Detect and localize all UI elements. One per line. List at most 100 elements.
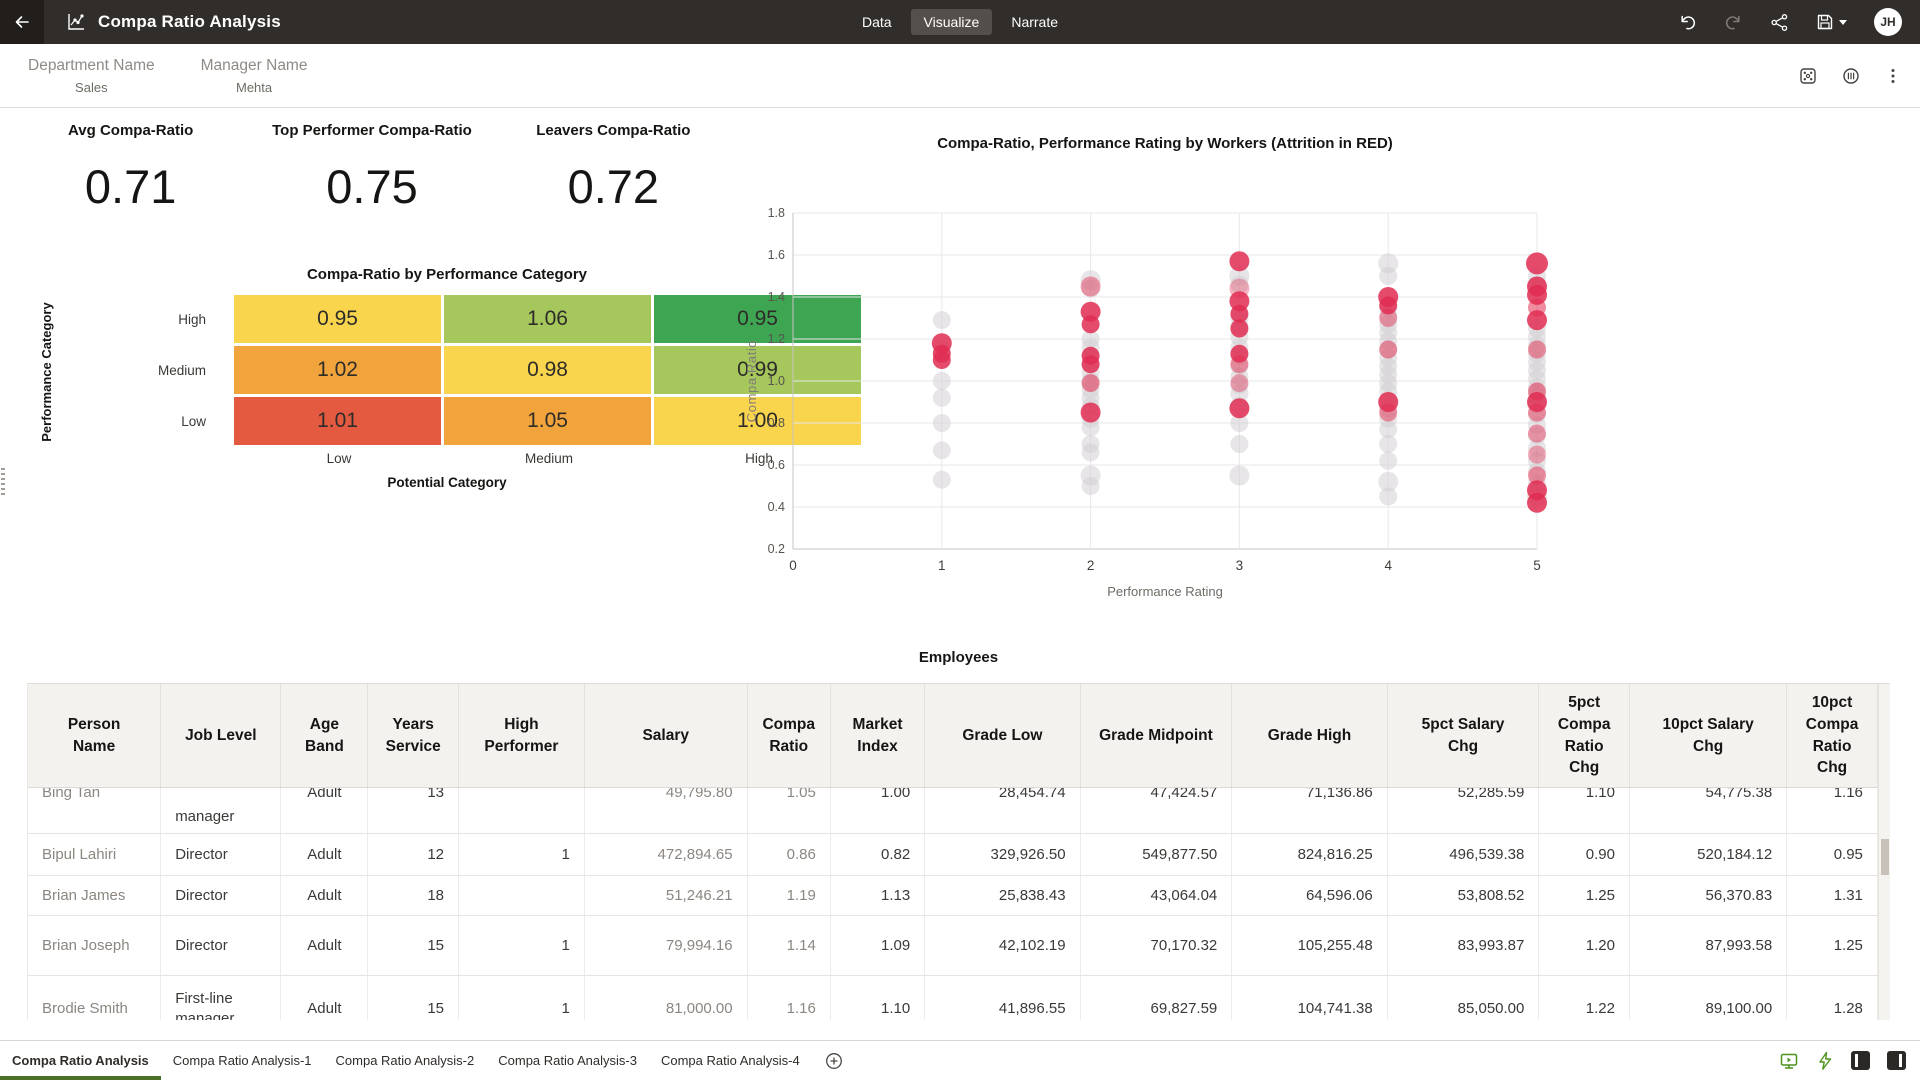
share-icon[interactable] [1770,13,1789,32]
cell-text: 52,285.59 [1458,788,1525,803]
cell-text: 15 [427,999,444,1019]
toggle-right-panel-icon[interactable] [1887,1051,1906,1070]
scatter-point[interactable] [1082,443,1100,461]
scatter-point[interactable] [1379,341,1397,359]
scatter-point[interactable] [1379,452,1397,470]
present-mode-icon[interactable] [1779,1051,1799,1071]
canvas-tab-1[interactable]: Compa Ratio Analysis-1 [161,1041,324,1080]
canvas-tab-0[interactable]: Compa Ratio Analysis [0,1041,161,1080]
scatter-point[interactable] [1528,341,1546,359]
save-icon[interactable] [1816,13,1847,31]
cell-text: 71,136.86 [1306,788,1373,803]
scatter-point[interactable] [1230,435,1248,453]
heatmap-cell[interactable]: 1.05 [444,397,651,445]
scatter-point[interactable] [933,471,951,489]
back-button[interactable] [0,0,44,44]
cell-text: Bipul Lahiri [42,845,116,865]
scatter-point[interactable] [1527,310,1547,330]
cell-text: 69,827.59 [1151,999,1218,1019]
column-header[interactable]: Job Level [161,684,281,787]
column-header[interactable]: 10pct Salary Chg [1630,684,1787,787]
scatter-point[interactable] [933,389,951,407]
column-header[interactable]: 10pct Compa Ratio Chg [1787,684,1878,787]
table-cell: 42,102.19 [925,916,1080,975]
scatter-point[interactable] [1230,320,1248,338]
scatter-point[interactable] [1082,477,1100,495]
scatter-point[interactable] [933,351,951,369]
scatter-point[interactable] [933,414,951,432]
column-header[interactable]: Market Index [831,684,925,787]
scatter-point[interactable] [1081,403,1101,423]
table-row[interactable]: Bipul LahiriDirectorAdult121472,894.650.… [28,834,1878,876]
scatter-point[interactable] [933,311,951,329]
table-row[interactable]: Brian JosephDirectorAdult15179,994.161.1… [28,916,1878,976]
scatter-point[interactable] [1527,493,1547,513]
scatter-point[interactable] [1528,425,1546,443]
toggle-left-panel-icon[interactable] [1851,1051,1870,1070]
scatter-point[interactable] [1229,466,1249,486]
scatter-point[interactable] [1230,374,1248,392]
heatmap-cell[interactable]: 0.98 [444,346,651,394]
scatter-point[interactable] [1379,309,1397,327]
column-header[interactable]: Grade Low [925,684,1080,787]
kebab-menu-icon[interactable] [1884,67,1902,85]
column-header[interactable]: Compa Ratio [748,684,831,787]
column-header[interactable]: High Performer [459,684,585,787]
table-row[interactable]: Bing TanmanagerAdult1349,795.801.051.002… [28,788,1878,834]
scatter-point[interactable] [933,372,951,390]
heatmap-cell[interactable]: 1.01 [234,397,441,445]
x-tick-label: 4 [1384,558,1392,573]
column-header[interactable]: 5pct Salary Chg [1388,684,1540,787]
column-header[interactable]: Years Service [368,684,459,787]
table-row[interactable]: Brian JamesDirectorAdult1851,246.211.191… [28,876,1878,916]
column-header[interactable]: Grade High [1232,684,1387,787]
scatter-point[interactable] [1082,315,1100,333]
cell-text: 49,795.80 [666,788,733,803]
add-canvas-icon[interactable] [825,1052,843,1070]
topbar-tab-narrate[interactable]: Narrate [998,9,1071,35]
undo-icon[interactable] [1678,13,1697,32]
auto-refresh-icon[interactable] [1816,1051,1834,1071]
topbar-tab-data[interactable]: Data [849,9,905,35]
auto-insights-icon[interactable] [1798,66,1818,86]
scatter-point[interactable] [1229,251,1249,271]
user-avatar[interactable]: JH [1874,8,1902,36]
scatter-point[interactable] [1528,446,1546,464]
table-scrollbar-thumb[interactable] [1881,839,1889,875]
canvas-tab-2[interactable]: Compa Ratio Analysis-2 [324,1041,487,1080]
scatter-point[interactable] [1379,435,1397,453]
topbar-tab-visualize[interactable]: Visualize [911,9,993,35]
scatter-point[interactable] [1528,404,1546,422]
heatmap-cell[interactable]: 1.02 [234,346,441,394]
filter-item[interactable]: Manager NameMehta [201,57,308,95]
scatter-point[interactable] [1379,488,1397,506]
scatter-point[interactable] [1230,355,1248,373]
canvas-tab-4[interactable]: Compa Ratio Analysis-4 [649,1041,812,1080]
panel-drag-handle[interactable] [1,468,5,496]
heatmap-cell[interactable]: 1.06 [444,295,651,343]
column-header[interactable]: Person Name [28,684,161,787]
canvas-tab-3[interactable]: Compa Ratio Analysis-3 [486,1041,649,1080]
filter-item[interactable]: Department NameSales [28,57,155,95]
column-header[interactable]: Grade Midpoint [1081,684,1233,787]
scatter-point[interactable] [1229,398,1249,418]
table-cell: Director [161,834,281,875]
scatter-point[interactable] [1082,355,1100,373]
cell-text: 70,170.32 [1151,936,1218,956]
column-header[interactable]: Salary [585,684,748,787]
scatter-point[interactable] [933,441,951,459]
redo-icon[interactable] [1724,13,1743,32]
scatter-point[interactable] [1081,277,1101,297]
heatmap-cell[interactable]: 0.95 [234,295,441,343]
scatter-point[interactable] [1082,374,1100,392]
scatter-point[interactable] [1379,267,1397,285]
cell-text: 1.16 [1834,788,1863,803]
scatter-point[interactable] [1379,404,1397,422]
scatter-point[interactable] [1526,252,1548,274]
suggestions-icon[interactable] [1841,66,1861,86]
table-row[interactable]: Brodie SmithFirst-line managerAdult15181… [28,976,1878,1020]
column-header[interactable]: 5pct Compa Ratio Chg [1539,684,1630,787]
cell-text: Adult [307,936,341,956]
column-header[interactable]: Age Band [281,684,368,787]
table-scrollbar[interactable] [1878,684,1890,1020]
